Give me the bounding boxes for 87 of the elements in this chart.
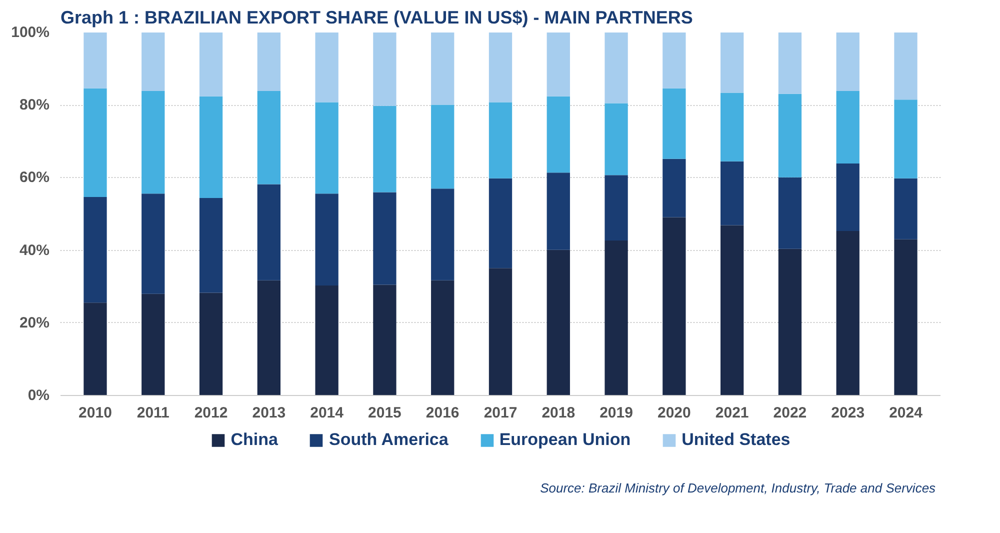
y-tick-label: 20% — [19, 314, 50, 332]
bar — [431, 32, 454, 105]
bar — [894, 239, 918, 396]
y-tick-label: 80% — [19, 96, 50, 114]
x-tick-label: 2011 — [136, 404, 170, 422]
bar — [662, 217, 686, 396]
bar — [604, 103, 628, 176]
bar — [488, 178, 512, 268]
bar — [488, 32, 512, 102]
legend-label: United States — [682, 430, 790, 450]
source-note: Source: Brazil Ministry of Development, Industry, Trade and Services — [540, 480, 936, 496]
bar — [778, 248, 802, 396]
x-tick-label: 2022 — [773, 404, 807, 422]
bar — [836, 164, 860, 232]
bar — [720, 161, 744, 226]
bar — [373, 32, 396, 106]
bar — [720, 225, 744, 396]
bar — [720, 32, 744, 93]
bar — [84, 302, 107, 396]
bar — [257, 90, 280, 184]
bar — [894, 178, 918, 240]
bar — [546, 172, 570, 250]
bar — [142, 32, 165, 91]
bar — [315, 194, 338, 286]
bar — [199, 96, 223, 198]
bar — [546, 250, 570, 396]
bar — [199, 198, 223, 293]
bar — [373, 192, 396, 285]
bar — [142, 194, 165, 294]
x-tick-label: 2014 — [310, 404, 344, 422]
x-tick-label: 2010 — [78, 404, 112, 422]
bar — [257, 280, 280, 396]
bar — [778, 94, 802, 178]
bar — [894, 32, 918, 100]
x-tick-label: 2016 — [426, 404, 460, 422]
chart-title: Graph 1 : BRAZILIAN EXPORT SHARE (VALUE IN US$) - MAIN PARTNERS — [60, 8, 693, 28]
bar — [894, 100, 918, 178]
bar — [488, 268, 512, 396]
bar — [604, 32, 628, 104]
legend-label: South America — [328, 430, 448, 450]
bar — [546, 32, 570, 96]
x-tick-label: 2015 — [368, 404, 402, 422]
y-tick-label: 0% — [28, 387, 50, 404]
legend-label: European Union — [499, 430, 631, 450]
bar — [836, 231, 860, 396]
bar — [488, 102, 512, 178]
bar — [84, 32, 107, 88]
bar — [836, 32, 860, 91]
x-tick-label: 2019 — [600, 404, 633, 422]
bar — [431, 280, 454, 396]
bar — [315, 286, 338, 396]
x-tick-label: 2012 — [194, 404, 228, 422]
bar — [315, 102, 338, 194]
bar — [199, 32, 223, 96]
bar — [662, 32, 686, 88]
x-tick-label: 2013 — [252, 404, 286, 422]
bar — [257, 32, 280, 91]
x-tick-label: 2024 — [889, 404, 924, 422]
bar — [836, 90, 860, 164]
y-tick-label: 40% — [19, 242, 50, 259]
bar — [431, 104, 454, 189]
x-tick-label: 2020 — [658, 404, 691, 422]
x-tick-label: 2021 — [715, 404, 749, 422]
x-tick-label: 2017 — [484, 404, 518, 422]
bar — [431, 188, 454, 280]
y-tick-label: 100% — [11, 24, 50, 41]
bar — [84, 88, 107, 197]
bar — [142, 294, 165, 396]
bar — [662, 158, 686, 218]
bar — [84, 196, 107, 303]
legend-label: China — [230, 430, 278, 450]
bar — [546, 96, 570, 173]
bar — [199, 292, 223, 396]
bar — [778, 32, 802, 94]
bar — [315, 32, 338, 102]
bar — [604, 175, 628, 240]
bar — [662, 88, 686, 159]
bar — [257, 184, 280, 280]
bar — [373, 284, 396, 396]
y-tick-label: 60% — [19, 169, 50, 186]
bar — [720, 92, 744, 162]
bar — [604, 240, 628, 396]
bar — [778, 177, 802, 249]
bar — [142, 90, 165, 194]
bar — [373, 106, 396, 192]
x-tick-label: 2023 — [831, 404, 865, 422]
x-tick-label: 2018 — [542, 404, 576, 422]
